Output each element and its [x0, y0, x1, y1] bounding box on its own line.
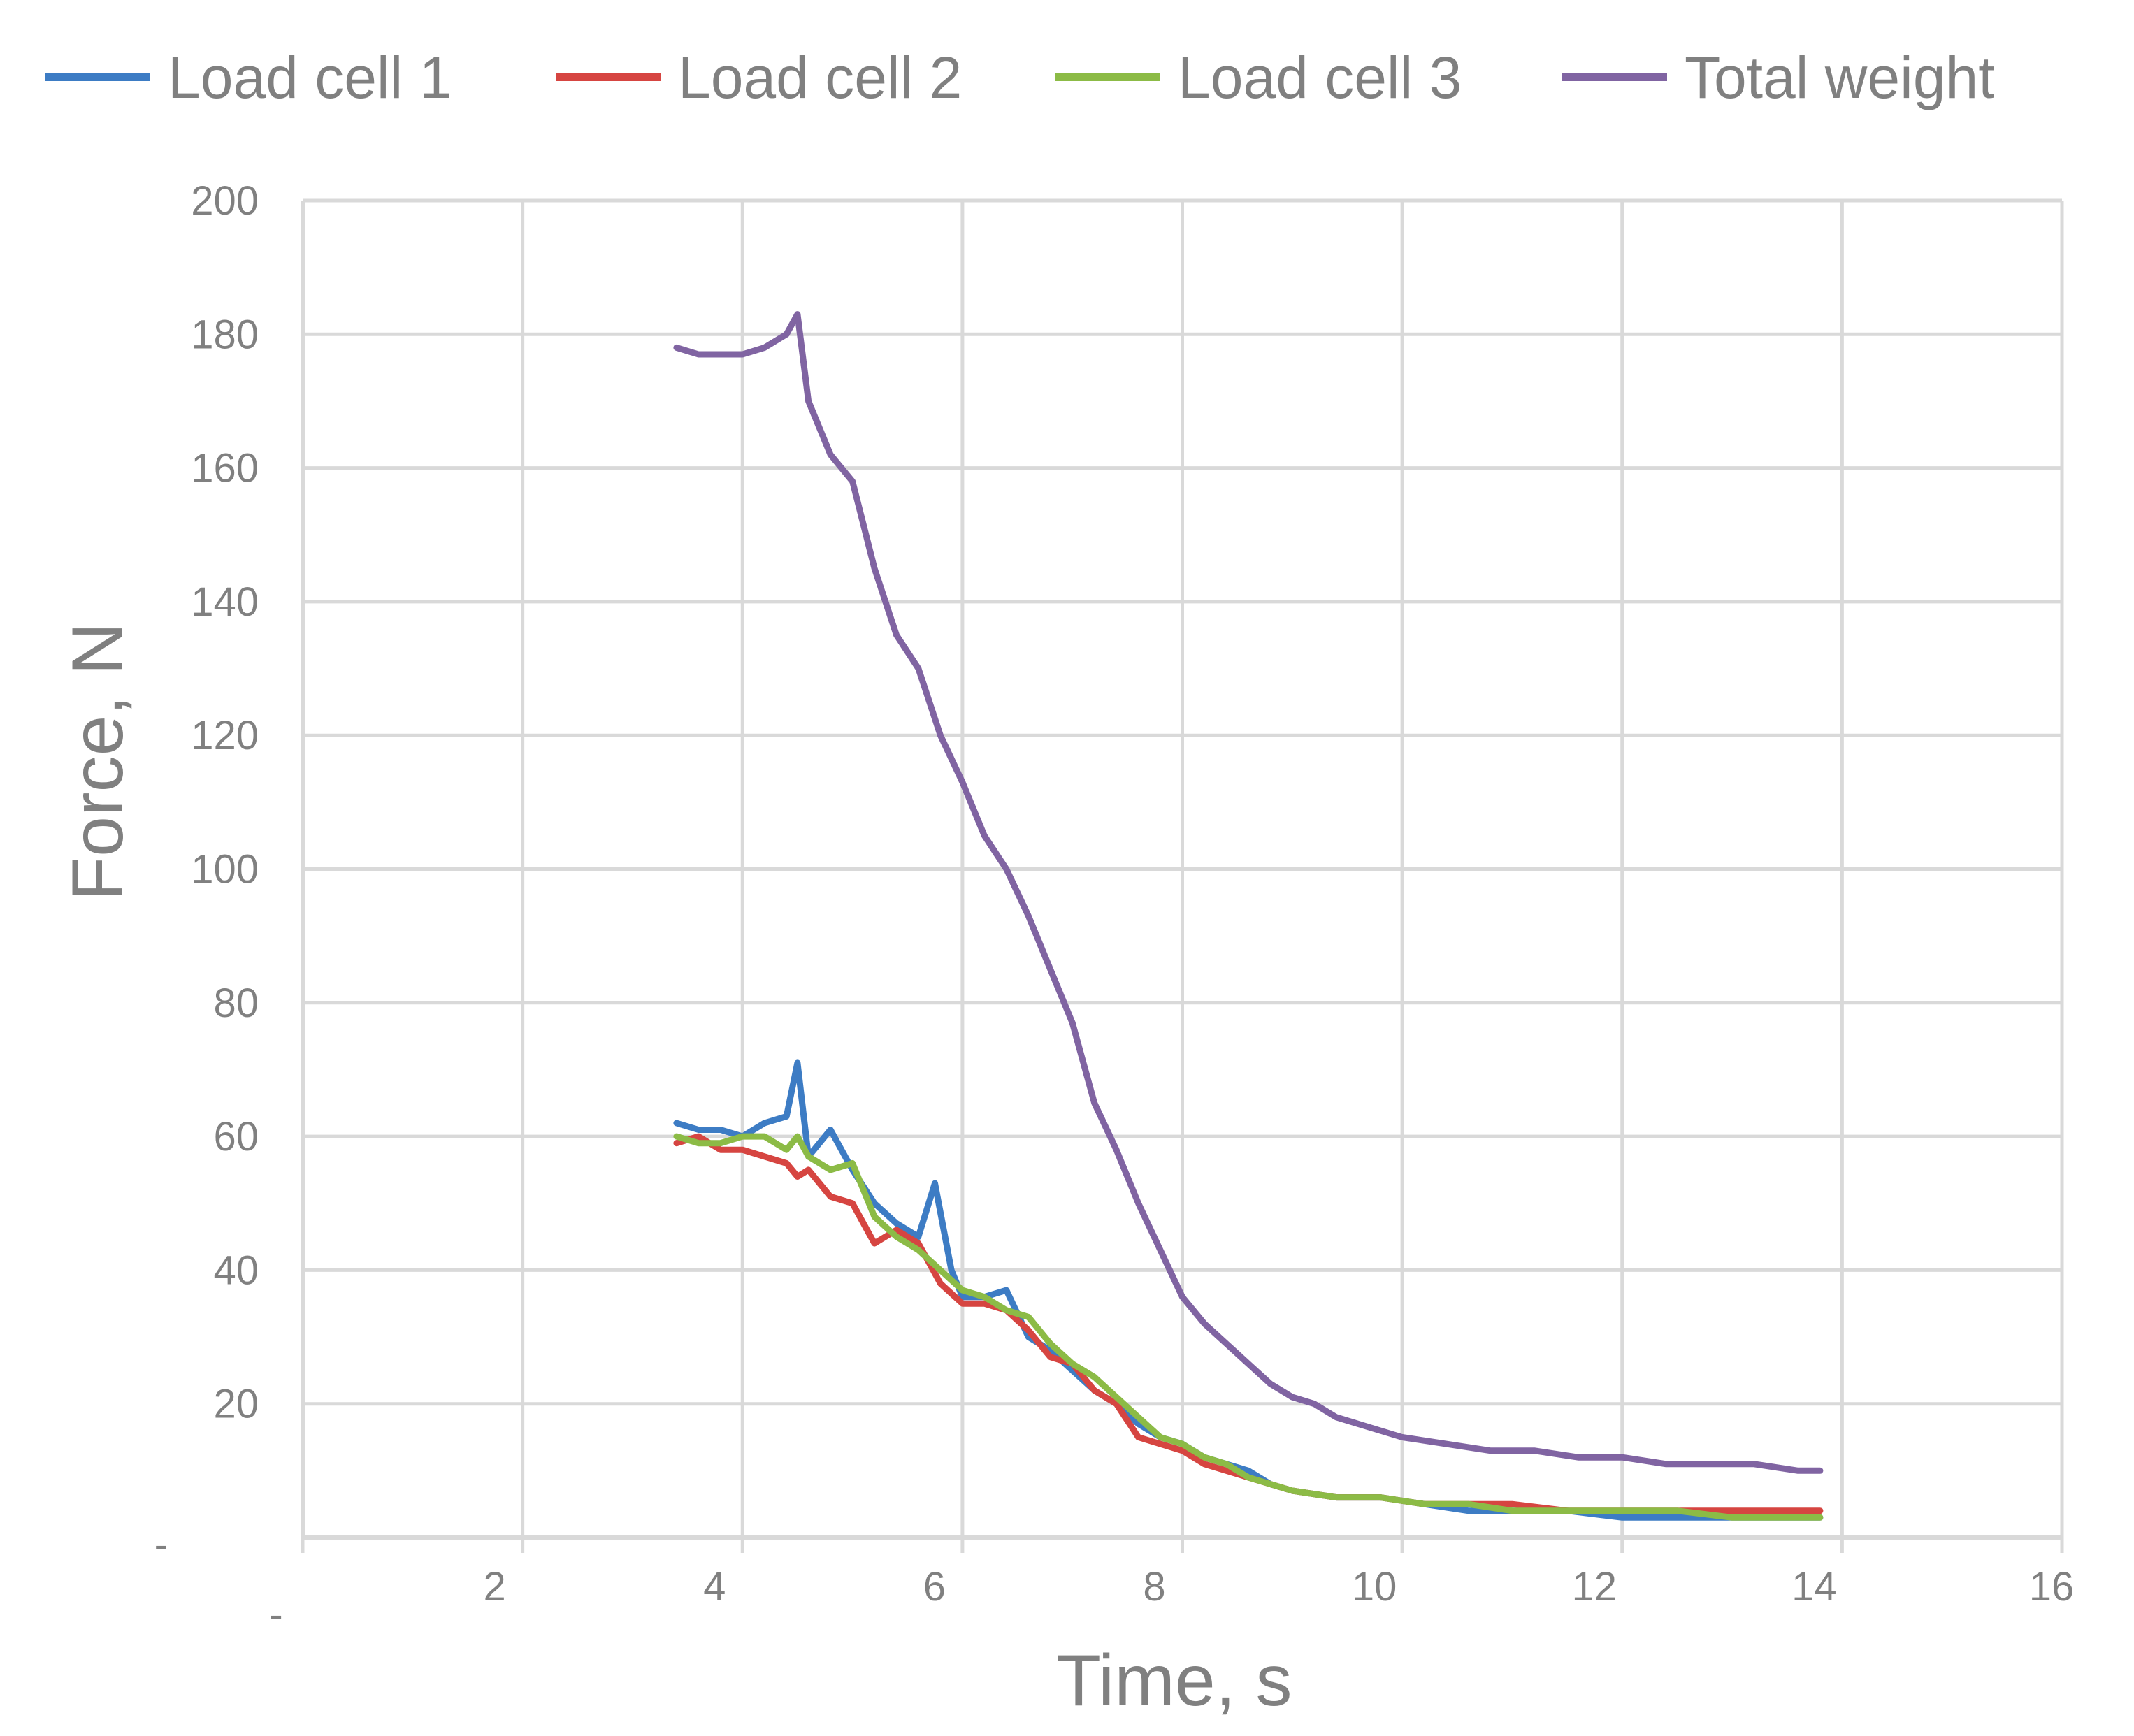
legend-label: Total weight — [1685, 45, 1995, 110]
y-tick-label: 140 — [191, 579, 259, 625]
x-tick-label: - — [269, 1592, 282, 1637]
x-tick-label: 16 — [2029, 1564, 2075, 1610]
x-tick-label: 14 — [1791, 1564, 1837, 1610]
axes — [301, 201, 2064, 1553]
y-tick-label: 80 — [213, 981, 259, 1026]
y-tick-label: 180 — [191, 312, 259, 357]
x-tick-label: 2 — [483, 1564, 505, 1610]
series-lines — [673, 311, 1824, 1521]
legend-item-load-cell-3: Load cell 3 — [1055, 45, 1462, 110]
legend-item-load-cell-2: Load cell 2 — [556, 45, 962, 110]
x-tick-label: 6 — [923, 1564, 946, 1610]
x-tick-label: 10 — [1352, 1564, 1397, 1610]
legend-item-load-cell-1: Load cell 1 — [45, 45, 452, 110]
legend-label: Load cell 1 — [168, 45, 452, 110]
y-tick-label: 20 — [213, 1382, 259, 1427]
y-axis-title: Force, N — [57, 623, 138, 902]
y-tick-label: - — [154, 1522, 168, 1568]
y-tick-label: 60 — [213, 1114, 259, 1159]
y-tick-label: 40 — [213, 1247, 259, 1293]
legend-item-total-weight: Total weight — [1562, 45, 1995, 110]
series-line-load-cell-3 — [673, 1133, 1824, 1521]
legend: Load cell 1 Load cell 2 Load cell 3 Total w… — [45, 45, 1995, 110]
x-tick-label: 12 — [1571, 1564, 1617, 1610]
x-tick-label: 4 — [703, 1564, 726, 1610]
gridlines — [303, 198, 2064, 1538]
y-tick-label: 100 — [191, 847, 259, 892]
series-line-total-weight — [673, 311, 1824, 1474]
y-tick-label: 160 — [191, 446, 259, 491]
legend-label: Load cell 2 — [678, 45, 962, 110]
legend-label: Load cell 3 — [1178, 45, 1462, 110]
y-tick-label: 120 — [191, 713, 259, 758]
tick-labels: - 2 4 6 8 10 12 14 16 - 20 40 60 80 100 120 140 160 180 200 — [154, 178, 2075, 1637]
y-tick-label: 200 — [191, 178, 259, 224]
x-axis-title: Time, s — [1056, 1640, 1292, 1721]
x-tick-label: 8 — [1143, 1564, 1165, 1610]
